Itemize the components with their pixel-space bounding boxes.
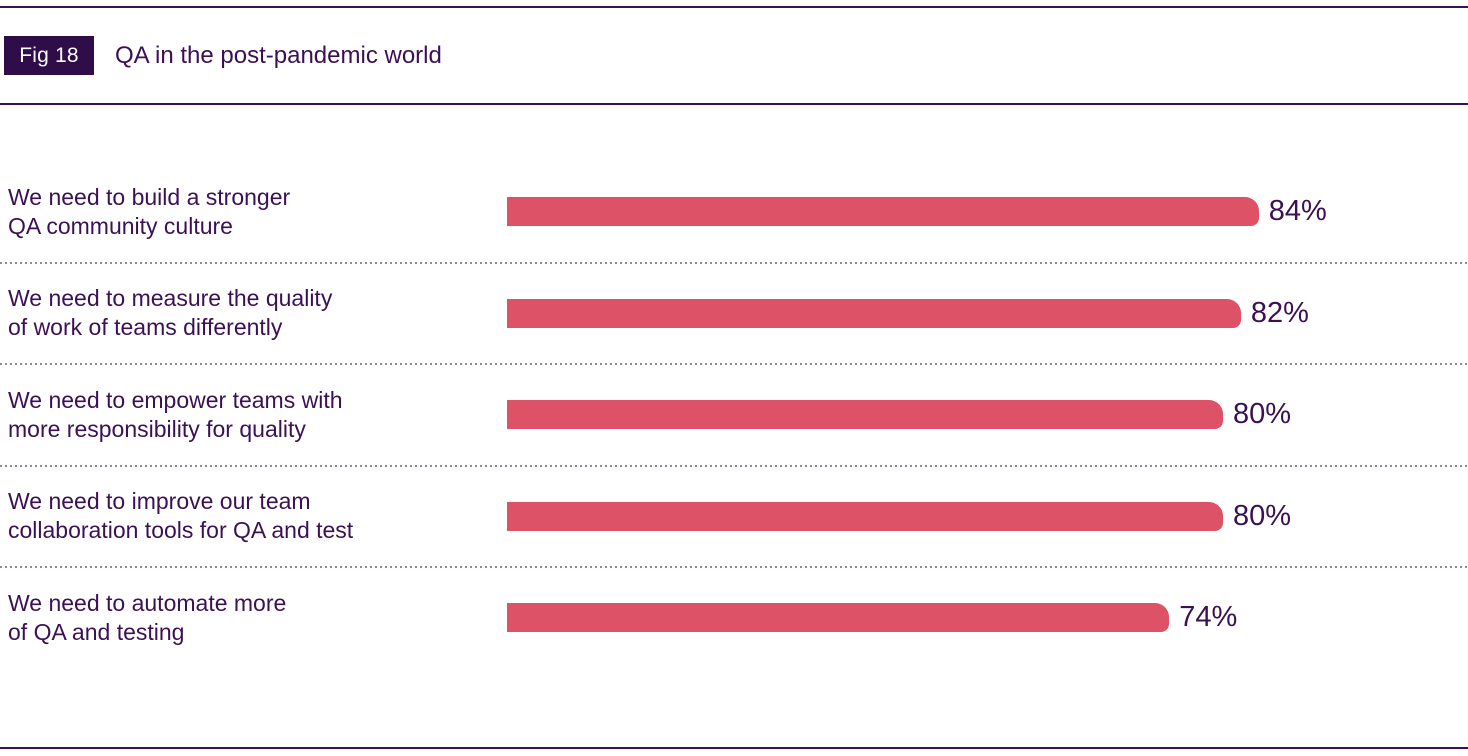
bar-track: 74% (507, 601, 1402, 634)
value-label: 74% (1179, 601, 1238, 634)
chart-row: We need to improve our team collaboratio… (0, 466, 1468, 568)
dotted-separator (0, 261, 1468, 264)
value-label: 82% (1250, 296, 1309, 329)
bar (507, 197, 1259, 227)
value-label: 80% (1233, 499, 1292, 532)
category-label-line: of QA and testing (8, 618, 185, 645)
top-rule (0, 6, 1468, 8)
bar-chart: We need to build a stronger QA community… (0, 161, 1468, 669)
value-label: 80% (1233, 398, 1292, 431)
bar-track: 80% (507, 398, 1402, 431)
bar (507, 400, 1223, 430)
dotted-separator (0, 464, 1468, 467)
category-label: We need to build a stronger QA community… (0, 183, 507, 241)
category-label-line: collaboration tools for QA and test (8, 517, 354, 544)
category-label: We need to automate more of QA and testi… (0, 589, 507, 647)
figure-number-badge: Fig 18 (4, 36, 94, 75)
dotted-separator (0, 566, 1468, 568)
chart-row: We need to build a stronger QA community… (0, 161, 1468, 264)
chart-row: We need to automate more of QA and testi… (0, 567, 1468, 669)
category-label: We need to measure the quality of work o… (0, 284, 507, 342)
figure-header: Fig 18 QA in the post-pandemic world (4, 36, 442, 75)
bar-track: 80% (507, 500, 1402, 533)
bar (507, 603, 1170, 633)
category-label-line: We need to improve our team (8, 488, 311, 515)
chart-row: We need to measure the quality of work o… (0, 263, 1468, 365)
value-label: 84% (1268, 195, 1327, 228)
header-divider (0, 103, 1468, 105)
chart-row: We need to empower teams with more respo… (0, 364, 1468, 467)
category-label-line: We need to automate more (8, 589, 287, 616)
category-label-line: QA community culture (8, 212, 233, 239)
figure-title: QA in the post-pandemic world (115, 41, 442, 69)
bar (507, 501, 1223, 531)
category-label: We need to improve our team collaboratio… (0, 487, 507, 545)
category-label: We need to empower teams with more respo… (0, 386, 507, 444)
category-label-line: We need to empower teams with (8, 386, 343, 413)
bar-track: 84% (507, 195, 1402, 228)
bar-track: 82% (507, 297, 1402, 330)
bottom-rule (0, 747, 1468, 749)
category-label-line: of work of teams differently (8, 314, 283, 341)
category-label-line: more responsibility for quality (8, 415, 306, 442)
category-label-line: We need to build a stronger (8, 183, 291, 210)
category-label-line: We need to measure the quality (8, 285, 333, 312)
dotted-separator (0, 363, 1468, 365)
bar (507, 298, 1241, 328)
